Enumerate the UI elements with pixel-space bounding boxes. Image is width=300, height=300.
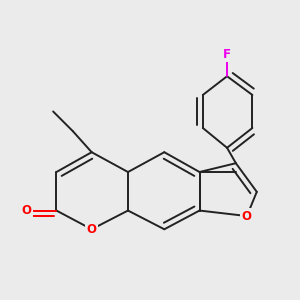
Text: O: O — [22, 204, 32, 217]
Text: O: O — [242, 209, 252, 223]
Text: O: O — [87, 223, 97, 236]
Text: F: F — [223, 48, 231, 61]
